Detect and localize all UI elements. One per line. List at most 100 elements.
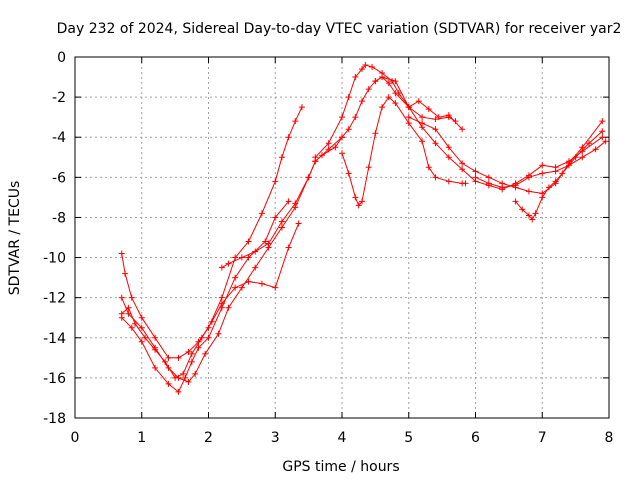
data-point (295, 220, 302, 227)
data-point (258, 280, 265, 287)
data-point (118, 294, 125, 301)
series-line (221, 76, 456, 269)
data-point (345, 126, 352, 133)
data-point (585, 140, 592, 147)
data-point (372, 130, 379, 137)
series-track-7 (339, 94, 469, 209)
data-point (379, 104, 386, 111)
data-point (232, 284, 239, 291)
data-point (232, 254, 239, 261)
x-tick-label: 0 (71, 430, 80, 446)
y-tick-label: -8 (52, 210, 66, 226)
data-point (165, 364, 172, 371)
series-track-3 (118, 198, 292, 395)
data-point (218, 304, 225, 311)
data-point (345, 94, 352, 101)
data-point (602, 138, 609, 145)
data-point (225, 260, 232, 267)
data-point (485, 174, 492, 181)
data-point (185, 348, 192, 355)
data-point (125, 310, 132, 317)
data-point (118, 250, 125, 257)
data-point (252, 248, 259, 255)
data-point (345, 170, 352, 177)
series-line (341, 96, 466, 207)
data-point (188, 350, 195, 357)
data-point (292, 200, 299, 207)
data-point (285, 134, 292, 141)
data-point (512, 198, 519, 205)
y-tick-label: -2 (52, 90, 66, 106)
data-point (305, 174, 312, 181)
data-point (579, 154, 586, 161)
series-line (375, 76, 603, 190)
data-point (318, 152, 325, 159)
data-series (118, 62, 609, 395)
data-point (565, 162, 572, 169)
data-point (415, 98, 422, 105)
data-point (572, 154, 579, 161)
data-point (459, 126, 466, 133)
data-point (339, 150, 345, 157)
data-point (208, 318, 215, 325)
data-point (485, 180, 492, 187)
data-point (272, 284, 279, 291)
data-point (389, 78, 396, 85)
data-point (405, 104, 412, 111)
data-point (202, 350, 209, 357)
data-point (369, 64, 376, 71)
x-tick-label: 8 (605, 430, 614, 446)
series-line (515, 130, 603, 221)
grid-lines (75, 57, 609, 418)
data-point (432, 116, 439, 123)
data-point (152, 334, 159, 341)
data-point (539, 170, 546, 177)
series-line (121, 223, 300, 379)
data-point (245, 238, 252, 245)
data-point (138, 314, 145, 321)
data-point (182, 374, 189, 381)
data-point (285, 244, 292, 251)
data-point (352, 74, 359, 81)
data-point (238, 254, 245, 261)
x-tick-label: 3 (271, 430, 280, 446)
data-point (298, 104, 305, 111)
data-point (405, 120, 412, 127)
data-point (278, 218, 285, 225)
data-point (188, 358, 195, 365)
x-tick-label: 5 (404, 430, 413, 446)
data-point (359, 198, 366, 205)
data-point (152, 364, 159, 371)
data-point (529, 216, 536, 223)
data-point (599, 118, 606, 125)
x-tick-label: 1 (137, 430, 146, 446)
data-point (359, 66, 366, 73)
data-point (198, 334, 205, 341)
x-tick-label: 2 (204, 430, 213, 446)
data-point (122, 270, 129, 277)
y-tick-label: -18 (43, 411, 66, 427)
series-line (121, 201, 289, 393)
data-point (525, 212, 532, 219)
y-axis-label: SDTVAR / TECUs (7, 181, 23, 296)
data-point (162, 358, 169, 365)
y-tick-label: -14 (43, 331, 66, 347)
data-point (425, 164, 432, 171)
x-axis-label: GPS time / hours (282, 459, 399, 475)
data-point (132, 320, 139, 327)
y-tick-label: -12 (43, 291, 66, 307)
x-tick-label: 4 (338, 430, 347, 446)
data-point (435, 114, 442, 121)
data-point (138, 324, 145, 331)
data-point (175, 374, 182, 381)
data-point (278, 224, 285, 231)
y-tick-label: -4 (52, 130, 66, 146)
data-point (272, 178, 279, 185)
data-point (432, 140, 439, 147)
data-point (392, 100, 399, 107)
data-point (118, 314, 125, 321)
data-point (452, 118, 459, 125)
data-point (599, 134, 606, 141)
data-point (339, 134, 345, 141)
data-point (278, 154, 285, 161)
